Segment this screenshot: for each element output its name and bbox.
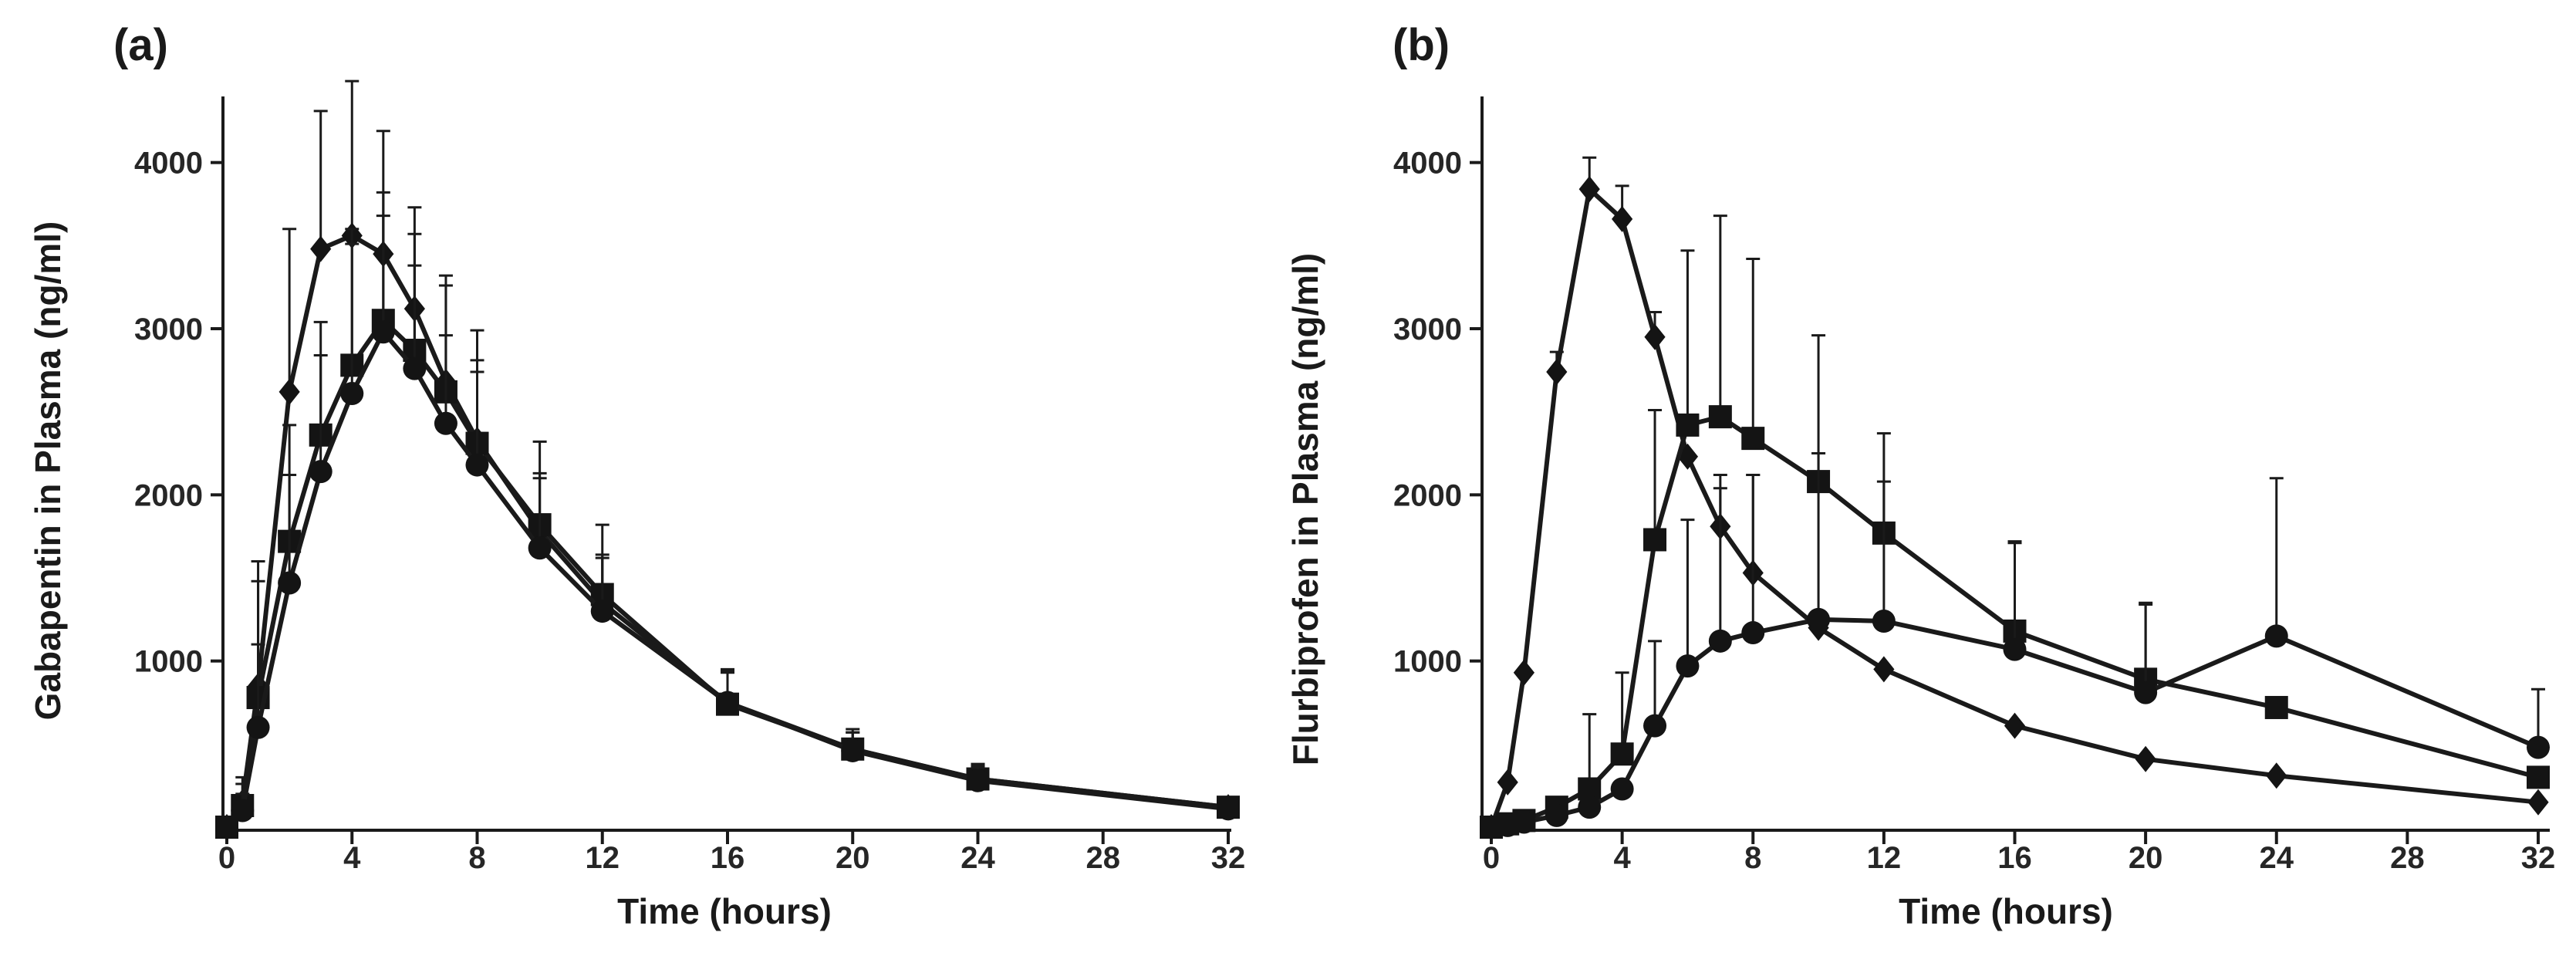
point-b-circle-13 (2134, 681, 2158, 704)
point-b-square-14 (2264, 695, 2288, 719)
series-a-square (215, 191, 1240, 839)
x-tick-label-a-6: 24 (961, 841, 995, 875)
y-tick-label-a-0: 1000 (134, 645, 203, 679)
y-axis-title-a: Gabapentin in Plasma (ng/ml) (28, 221, 68, 721)
point-b-circle-9 (1741, 621, 1765, 645)
x-tick-label-b-3: 12 (1867, 841, 1902, 875)
point-b-diamond-13 (2135, 745, 2156, 772)
point-b-circle-8 (1708, 629, 1732, 653)
series-line-a-square (225, 318, 1229, 829)
plot-area-a: 0 4 8 12 16 20 24 28 32 1000 2000 3000 4000 (134, 79, 1246, 875)
point-a-diamond-4 (310, 235, 332, 262)
x-tick-label-a-0: 0 (218, 841, 235, 875)
series-line-b-circle (1491, 617, 2540, 829)
y-tick-label-b-3: 4000 (1393, 147, 1462, 181)
point-b-circle-5 (1610, 777, 1634, 801)
series-line-b-diamond (1489, 187, 2539, 829)
x-tick-label-b-5: 20 (2129, 841, 2163, 875)
y-tick-label-a-1: 2000 (134, 478, 203, 512)
y-tick-label-a-3: 4000 (134, 147, 203, 181)
panel-label-a: (a) (113, 20, 168, 70)
point-a-diamond-3 (279, 378, 300, 405)
point-a-circle-7 (403, 356, 427, 380)
point-b-circle-15 (2527, 735, 2550, 759)
point-b-circle-12 (2003, 637, 2027, 661)
series-line-b-square (1491, 414, 2539, 829)
point-b-diamond-2 (1513, 659, 1535, 686)
point-b-circle-4 (1578, 796, 1602, 819)
x-tick-label-b-2: 8 (1744, 841, 1761, 875)
point-a-circle-8 (434, 411, 457, 435)
x-tick-label-b-1: 4 (1614, 841, 1632, 875)
point-a-circle-10 (528, 536, 552, 560)
point-b-diamond-12 (2004, 712, 2026, 739)
x-tick-label-b-0: 0 (1483, 841, 1500, 875)
series-line-a-circle (225, 329, 1229, 829)
y-tick-label-b-2: 3000 (1393, 312, 1462, 346)
x-tick-label-a-7: 28 (1086, 841, 1121, 875)
point-a-circle-14 (966, 769, 990, 792)
point-a-circle-0 (215, 816, 238, 839)
series-a-diamond (216, 79, 1239, 840)
x-tick-label-b-6: 24 (2260, 841, 2294, 875)
point-a-circle-3 (278, 571, 302, 595)
point-a-circle-15 (1217, 797, 1240, 821)
x-tick-label-b-4: 16 (1997, 841, 2032, 875)
point-b-diamond-15 (2527, 789, 2549, 816)
x-tick-label-b-8: 32 (2521, 841, 2556, 875)
point-b-diamond-1 (1497, 769, 1518, 796)
x-axis-title-a: Time (hours) (617, 891, 832, 931)
point-b-square-5 (1610, 742, 1634, 766)
point-a-circle-4 (309, 460, 333, 484)
series-b-square (1480, 215, 2550, 839)
chart-panel-b: (b) Flurbiprofen in Plasma (ng/ml) Time … (1285, 20, 2555, 931)
point-a-circle-12 (716, 691, 739, 714)
point-b-circle-10 (1807, 607, 1831, 631)
series-a-circle (215, 215, 1240, 839)
point-b-circle-14 (2264, 624, 2288, 648)
y-axis-title-b: Flurbiprofen in Plasma (ng/ml) (1285, 253, 1325, 765)
x-tick-label-a-8: 32 (1211, 841, 1246, 875)
point-b-diamond-11 (1873, 656, 1895, 683)
point-b-diamond-4 (1578, 176, 1600, 203)
x-tick-label-b-7: 28 (2390, 841, 2425, 875)
x-tick-label-a-3: 12 (586, 841, 620, 875)
point-b-circle-7 (1676, 654, 1700, 678)
point-b-square-9 (1741, 427, 1765, 451)
point-a-circle-5 (340, 381, 364, 405)
point-b-square-8 (1708, 405, 1732, 429)
point-b-circle-3 (1545, 803, 1568, 827)
point-a-circle-13 (841, 738, 865, 762)
point-b-diamond-14 (2266, 762, 2287, 789)
point-b-square-6 (1643, 528, 1667, 552)
point-b-square-15 (2527, 765, 2550, 789)
x-axis-title-b: Time (hours) (1899, 891, 2113, 931)
point-b-diamond-6 (1644, 323, 1666, 350)
chart-panel-a: (a) Gabapentin in Plasma (ng/ml) Time (h… (28, 20, 1245, 931)
point-b-circle-2 (1512, 810, 1536, 834)
y-tick-label-a-2: 3000 (134, 312, 203, 346)
point-a-circle-11 (590, 600, 614, 623)
point-a-circle-2 (246, 715, 270, 739)
point-b-circle-11 (1872, 609, 1896, 633)
point-b-diamond-5 (1612, 205, 1633, 232)
point-b-square-7 (1676, 413, 1700, 437)
y-tick-label-b-0: 1000 (1393, 645, 1462, 679)
point-a-circle-1 (231, 799, 255, 823)
plot-area-b: 0 4 8 12 16 20 24 28 32 1000 2000 3000 4000 (1393, 147, 2555, 875)
panel-label-b: (b) (1393, 20, 1450, 70)
point-a-circle-6 (371, 320, 395, 344)
x-tick-label-a-2: 8 (468, 841, 485, 875)
x-tick-label-a-5: 20 (836, 841, 870, 875)
point-a-circle-9 (465, 453, 489, 477)
point-b-diamond-3 (1546, 358, 1568, 385)
x-tick-label-a-1: 4 (343, 841, 361, 875)
x-tick-label-a-4: 16 (711, 841, 745, 875)
y-tick-label-b-1: 2000 (1393, 478, 1462, 512)
point-b-circle-6 (1643, 714, 1667, 738)
series-b-circle (1480, 452, 2550, 839)
